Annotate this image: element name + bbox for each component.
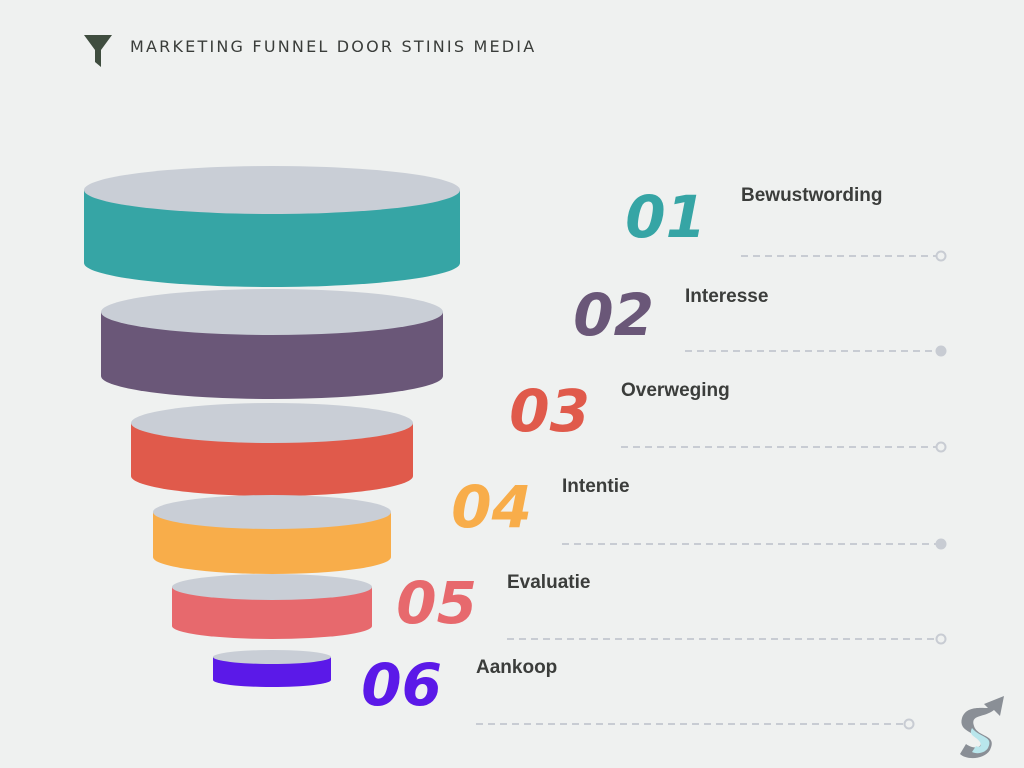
stage-number-1: 01 [625, 183, 706, 251]
funnel-layer-top-3 [131, 403, 413, 443]
funnel-layer-1 [84, 166, 460, 287]
funnel-layer-body-3 [131, 423, 413, 496]
funnel-layer-body-2 [101, 312, 443, 399]
stage-number-5: 05 [396, 569, 477, 637]
funnel-layer-body-4 [153, 512, 391, 574]
funnel-layer-top-6 [213, 650, 331, 664]
funnel-layer-body-1 [84, 190, 460, 287]
stinis-media-s-logo [960, 696, 1004, 759]
funnel-layer-top-4 [153, 495, 391, 529]
stage-label-4: Intentie [562, 476, 630, 497]
stage-label-5: Evaluatie [507, 572, 591, 593]
leader-dot-4 [935, 538, 947, 550]
funnel-icon [84, 35, 112, 67]
stage-number-4: 04 [451, 473, 532, 541]
stage-number-3: 03 [509, 377, 590, 445]
stage-label-2: Interesse [685, 286, 769, 307]
funnel-layer-top-1 [84, 166, 460, 214]
stage-number-2: 02 [573, 281, 654, 349]
funnel-layer-top-5 [172, 574, 372, 600]
leader-dot-3 [935, 441, 947, 453]
stage-label-6: Aankoop [476, 657, 558, 678]
funnel-layer-body-5 [172, 587, 372, 639]
leader-dot-2 [935, 345, 947, 357]
page-title: MARKETING FUNNEL DOOR STINIS MEDIA [130, 37, 537, 56]
leader-dot-1 [935, 250, 947, 262]
leader-dot-5 [935, 633, 947, 645]
funnel-layer-body-6 [213, 657, 331, 687]
stage-label-1: Bewustwording [741, 185, 883, 206]
stage-number-6: 06 [361, 651, 442, 719]
stage-label-3: Overweging [621, 380, 730, 401]
funnel-layer-5 [172, 574, 372, 639]
funnel-layer-4 [153, 495, 391, 574]
funnel-layer-top-2 [101, 289, 443, 335]
header: MARKETING FUNNEL DOOR STINIS MEDIA [84, 33, 684, 69]
leader-dot-6 [903, 718, 915, 730]
funnel-layer-2 [101, 289, 443, 399]
funnel-layer-3 [131, 403, 413, 496]
funnel-layer-6 [213, 650, 331, 687]
